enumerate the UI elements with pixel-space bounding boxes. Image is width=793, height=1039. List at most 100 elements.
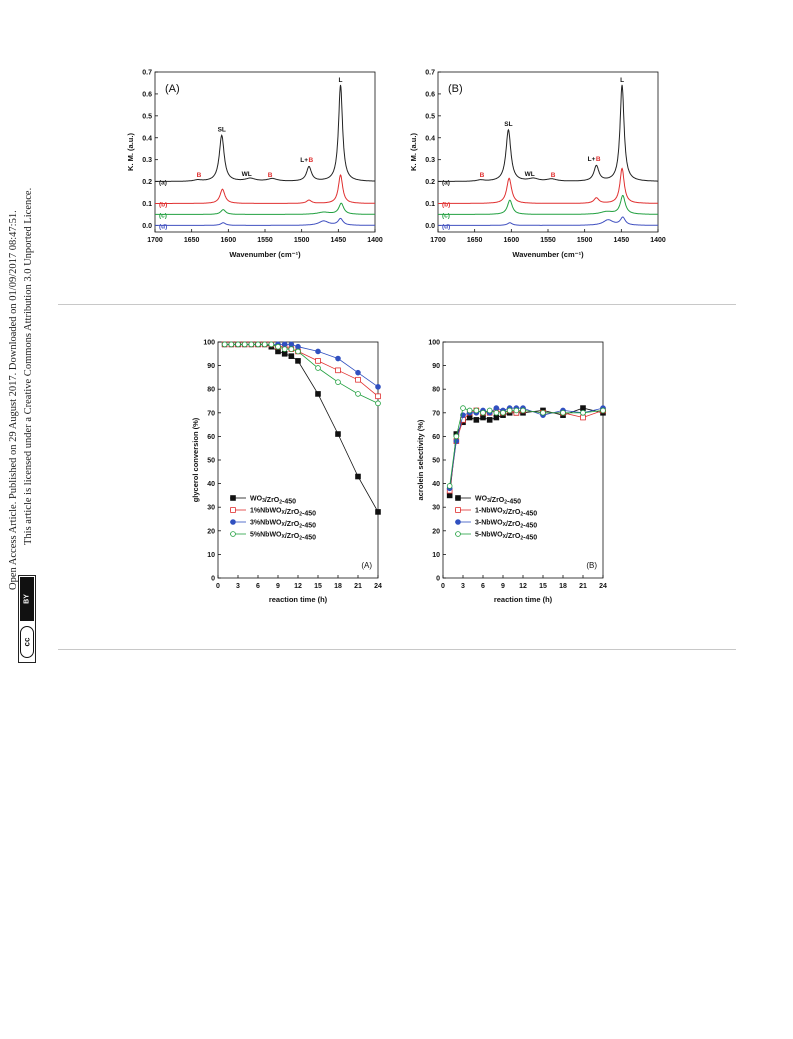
- x-tick-label: 3: [461, 583, 465, 590]
- data-point: [473, 407, 480, 414]
- data-point: [513, 407, 520, 414]
- series-line-3: [449, 407, 604, 487]
- data-point: [500, 410, 506, 416]
- data-point: [375, 393, 381, 400]
- data-point: [241, 341, 248, 348]
- y-tick-label: 70: [432, 410, 440, 417]
- x-tick-label: 12: [519, 583, 527, 590]
- series-line-3: [224, 344, 379, 404]
- data-point: [493, 405, 500, 411]
- data-point: [466, 414, 473, 421]
- cc-by-badge[interactable]: BY cc: [18, 575, 36, 663]
- data-point: [355, 376, 361, 383]
- data-point: [453, 438, 460, 444]
- data-point: [466, 407, 473, 414]
- y-axis-label: K. M. (a.u.): [409, 133, 418, 171]
- y-tick-label: 90: [207, 363, 215, 370]
- data-point: [473, 417, 480, 423]
- data-point: [520, 407, 526, 414]
- spectrum-chart-b: 1700 1650 1600 1550 1500 1450 1400 0.0 0.1 0.2 0.3…: [409, 70, 666, 260]
- data-point: [355, 473, 361, 480]
- annotation-sl: SL: [504, 121, 512, 128]
- selectivity-chart: 0 3 6 9 12 15 18 21 24 0 10 20 30 40 50 60 70 80 90 100 reac…: [416, 340, 607, 605]
- y-tick-label: 0.3: [142, 157, 152, 164]
- data-point: [315, 365, 321, 371]
- y-tick-label: 0.5: [425, 113, 435, 120]
- x-tick-label: 1700: [430, 237, 446, 244]
- annotation-wl: WL: [525, 171, 535, 178]
- data-point: [455, 495, 461, 501]
- x-tick-label: 15: [539, 583, 547, 590]
- data-point: [375, 509, 381, 515]
- data-point: [315, 348, 321, 355]
- spectrum-line-c: [155, 202, 375, 215]
- plot-frame: [442, 341, 604, 579]
- y-axis-label: acrolein selectivity (%): [416, 419, 425, 500]
- x-tick-label: 1550: [257, 237, 273, 244]
- x-tick-label: 1600: [221, 237, 237, 244]
- curve-label-c: (c): [159, 212, 167, 219]
- data-point: [315, 358, 321, 364]
- annotation-b: B: [197, 172, 202, 179]
- data-point: [486, 407, 493, 414]
- y-tick-label: 0.7: [142, 70, 152, 77]
- x-tick-label: 3: [236, 583, 240, 590]
- data-point: [560, 410, 566, 416]
- data-point: [480, 410, 486, 416]
- curve-label-a: (a): [442, 180, 450, 187]
- legend-entry: 1-NbWOX/ZrO2-450: [475, 508, 537, 518]
- data-point: [275, 343, 281, 350]
- x-tick-label: 1500: [294, 237, 310, 244]
- annotation-l-plus: L+: [588, 156, 596, 163]
- data-point: [335, 379, 341, 385]
- annotation-l-plus: L+: [300, 157, 308, 164]
- y-tick-label: 50: [207, 458, 215, 465]
- data-point: [540, 410, 546, 416]
- y-tick-label: 0.6: [142, 91, 152, 98]
- y-tick-label: 0: [436, 576, 440, 583]
- legend-entry: 1%NbWOX/ZrO2-450: [250, 508, 316, 518]
- x-tick-label: 9: [501, 583, 505, 590]
- y-tick-label: 0.5: [142, 113, 152, 120]
- legend-entry: WO3/ZrO2-450: [250, 496, 296, 506]
- spectrum-line-a: [438, 84, 658, 182]
- series-line-1: [449, 409, 604, 491]
- data-point: [288, 346, 295, 352]
- data-point: [335, 355, 341, 362]
- x-tick-label: 1450: [331, 237, 347, 244]
- data-point: [580, 414, 586, 421]
- y-tick-label: 0.1: [142, 201, 152, 208]
- spectrum-line-d: [155, 217, 375, 226]
- data-point: [230, 507, 236, 513]
- spectrum-line-b: [438, 167, 658, 204]
- y-tick-label: 0.7: [425, 70, 435, 77]
- figure-divider-top: [58, 304, 736, 305]
- data-point: [375, 400, 381, 407]
- annotation-l: L: [620, 77, 624, 84]
- x-tick-label: 18: [559, 583, 567, 590]
- data-point: [446, 492, 453, 499]
- data-point: [288, 353, 295, 359]
- x-tick-label: 1500: [577, 237, 593, 244]
- x-tick-label: 1650: [467, 237, 483, 244]
- legend-entry: WO3/ZrO2-450: [475, 496, 521, 506]
- y-tick-label: 90: [432, 363, 440, 370]
- y-tick-label: 0.0: [142, 223, 152, 230]
- y-tick-label: 0: [211, 576, 215, 583]
- x-tick-label: 1400: [367, 237, 383, 244]
- series-line-0: [224, 344, 379, 513]
- conversion-chart: 0 3 6 9 12 15 18 21 24 0 10 20 30 40 50 60 70 80 90 100 reac…: [191, 340, 382, 605]
- data-point: [335, 367, 341, 374]
- curve-label-b: (b): [442, 202, 450, 209]
- plot-frame: [217, 341, 379, 579]
- data-point: [288, 341, 295, 348]
- y-tick-label: 10: [432, 552, 440, 559]
- y-tick-label: 60: [207, 434, 215, 441]
- data-point: [375, 384, 381, 390]
- panel-label: (A): [165, 83, 180, 95]
- x-tick-label: 6: [256, 583, 260, 590]
- y-tick-label: 60: [432, 434, 440, 441]
- data-point: [335, 431, 341, 437]
- data-point: [506, 407, 513, 414]
- annotation-b: B: [268, 172, 273, 179]
